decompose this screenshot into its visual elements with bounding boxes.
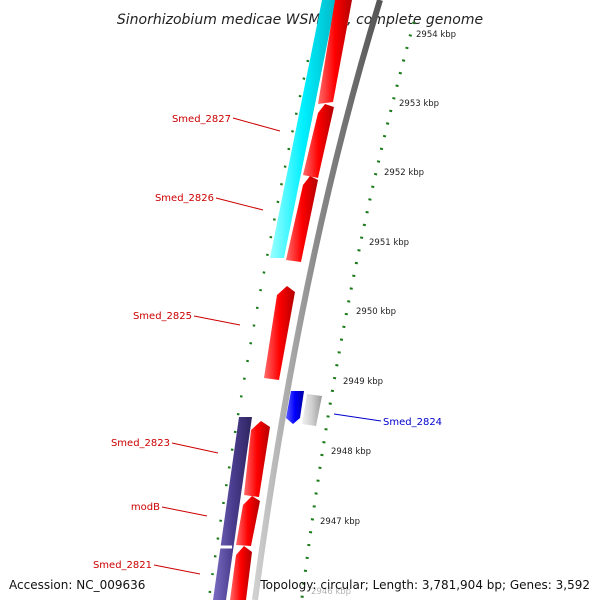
gene-label-smed-2824[interactable]: Smed_2824 <box>383 417 442 428</box>
gene-label-smed-2826[interactable]: Smed_2826 <box>155 193 214 204</box>
cds-pseudo <box>302 394 322 426</box>
topology-text: Topology: circular; Length: 3,781,904 bp… <box>260 578 590 592</box>
cds-forward-top <box>318 0 352 104</box>
cds-forward-smed-2825 <box>264 286 295 380</box>
leader-line <box>153 564 201 575</box>
gene-label-modb[interactable]: modB <box>131 502 160 513</box>
kbp-label: 2954 kbp <box>416 30 456 40</box>
gene-label-smed-2821[interactable]: Smed_2821 <box>93 560 152 571</box>
leader-line <box>232 117 281 132</box>
kbp-tick-ring <box>300 21 416 599</box>
kbp-label: 2952 kbp <box>384 168 424 178</box>
kbp-label: 2951 kbp <box>369 238 409 248</box>
cds-forward-smed-2826 <box>286 176 318 262</box>
cds-forward-smed-2821 <box>230 546 252 600</box>
accession-text: Accession: NC_009636 <box>9 578 146 592</box>
kbp-label: 2950 kbp <box>356 307 396 317</box>
kbp-label: 2953 kbp <box>399 99 439 109</box>
leader-line <box>161 506 208 517</box>
gene-label-smed-2823[interactable]: Smed_2823 <box>111 438 170 449</box>
gc-skew-positive <box>270 0 336 258</box>
kbp-label: 2949 kbp <box>343 377 383 387</box>
leader-line <box>193 315 241 326</box>
gene-label-smed-2827[interactable]: Smed_2827 <box>172 114 231 125</box>
genome-backbone <box>252 0 383 600</box>
kbp-label: 2947 kbp <box>320 517 360 527</box>
gc-skew-negative <box>213 417 252 600</box>
cds-forward-smed-2823 <box>244 421 270 497</box>
gene-label-smed-2825[interactable]: Smed_2825 <box>133 311 192 322</box>
leader-line <box>215 197 264 211</box>
kbp-label: 2946 kbp <box>311 587 351 597</box>
leader-line <box>333 413 382 422</box>
map-title: Sinorhizobium medicae WSM419, complete g… <box>117 12 483 28</box>
cds-forward-smed-2827 <box>303 104 334 178</box>
cds-reverse-smed-2824 <box>286 391 304 424</box>
leader-line <box>171 442 219 454</box>
kbp-label: 2948 kbp <box>331 447 371 457</box>
inner-dot-ring <box>207 59 310 599</box>
cds-forward-modb <box>236 496 260 546</box>
